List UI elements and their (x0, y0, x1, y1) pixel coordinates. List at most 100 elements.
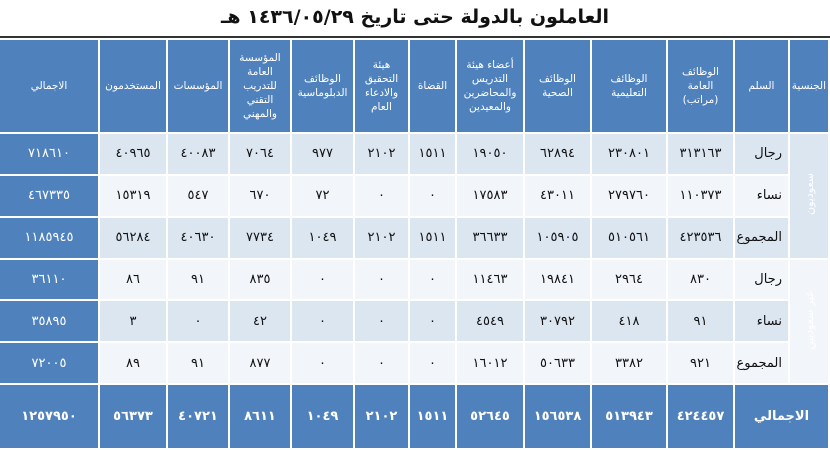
cell: ١١٠٣٧٣ (666, 173, 735, 218)
row-total: ١١٨٥٩٤٥ (0, 215, 100, 260)
cell: ٥٤٧ (166, 173, 230, 218)
nationality-cell: سعوديون (788, 132, 830, 260)
cell: ٧٢ (290, 173, 355, 218)
cell: ٠ (290, 341, 355, 386)
cell: ٠ (290, 299, 355, 344)
row-total: ٤٦٧٣٣٥ (0, 173, 100, 218)
total-cell: ٤٠٧٢١ (166, 383, 230, 450)
cell: ٠ (353, 173, 410, 218)
cell: ٠ (408, 299, 457, 344)
row-label: رجال (733, 257, 790, 302)
cell: ٨٣٠ (666, 257, 735, 302)
row: نساء ١١٠٣٧٣ ٢٧٩٧٦٠ ٤٣٠١١ ١٧٥٨٣ ٠ ٠ ٧٢ ٦٧٠ ٥٤٧ ١٥٣١… (0, 173, 829, 218)
cell: ١١٤٦٣ (455, 257, 525, 302)
cell: ٥٠٦٣٣ (523, 341, 592, 386)
cell: ١٥١١ (408, 215, 457, 260)
cell: ٢٧٩٧٦٠ (590, 173, 668, 218)
data-table: الجنسية السلم الوظائف العامة (مراتب) الوظائ… (0, 38, 830, 450)
column-header: المؤسسات (166, 38, 230, 134)
cell: ٣٠٧٩٢ (523, 299, 592, 344)
cell: ٣١٣١٦٣ (666, 132, 735, 176)
cell: ٩٧٧ (290, 132, 355, 176)
row: المجموع ٤٢٣٥٣٦ ٥١٠٥٦١ ١٠٥٩٠٥ ٣٦٦٣٣ ١٥١١ ٢١٠٢ ١٠… (0, 215, 829, 260)
row-total: ٧١٨٦١٠ (0, 132, 100, 176)
cell: ٢١٠٢ (353, 132, 410, 176)
title: العاملون بالدولة حتى تاريخ ١٤٣٦/٠٥/٢٩ هـ (0, 0, 830, 38)
cell: ٠ (408, 173, 457, 218)
row: سعوديون رجال ٣١٣١٦٣ ٢٣٠٨٠١ ٦٢٨٩٤ ١٩٠٥٠ ١٥١١ ٢١٠… (0, 132, 830, 260)
cell: ٦٧٠ (228, 173, 292, 218)
cell: ٠ (408, 341, 457, 386)
cell: ١٩٠٥٠ (455, 132, 525, 176)
row-total: ٣٥٨٩٥ (0, 299, 100, 344)
column-header: القضاة (408, 38, 457, 134)
cell: ٨٧٧ (228, 341, 292, 386)
cell: ٤١٨ (590, 299, 668, 344)
column-header: أعضاء هيئة التدريس والمحاضرين والمعيدين (455, 38, 525, 134)
column-header: هيئة التحقيق والادعاء العام (353, 38, 410, 134)
row-label: نساء (733, 173, 790, 218)
cell: ٤٠٦٣٠ (166, 215, 230, 260)
column-header: الوظائف التعليمية (590, 38, 668, 134)
cell: ١٥١١ (408, 132, 457, 176)
total-cell: ١٥٦٥٣٨ (523, 383, 592, 450)
total-cell: ٤٢٤٤٥٧ (666, 383, 735, 450)
cell: ١٠٥٩٠٥ (523, 215, 592, 260)
column-header: الجنسية (788, 38, 830, 134)
total-cell: ٥١٣٩٤٣ (590, 383, 668, 450)
cell: ٥١٠٥٦١ (590, 215, 668, 260)
total-cell: ٥٦٣٧٣ (98, 383, 168, 450)
column-header: الوظائف الدبلوماسية (290, 38, 355, 134)
row-total: ٣٦١١٠ (0, 257, 100, 302)
cell: ٨٩ (98, 341, 168, 386)
row-label: نساء (733, 299, 790, 344)
cell: ١٦٠١٢ (455, 341, 525, 386)
row-label: المجموع (733, 341, 790, 386)
cell: ٠ (408, 257, 457, 302)
cell: ٩٢١ (666, 341, 735, 386)
cell: ٤٥٤٩ (455, 299, 525, 344)
row: غير سعوديين رجال ٨٣٠ ٢٩٦٤ ١٩٨٤١ ١١٤٦٣ ٠ ٠ ٠ ٨٣٥ ٩١… (0, 257, 830, 386)
total-row: الاجمالي ٤٢٤٤٥٧ ٥١٣٩٤٣ ١٥٦٥٣٨ ٥٢٦٤٥ ١٥١١ ٢١٠٢ ١… (0, 383, 830, 450)
cell: ٠ (353, 299, 410, 344)
cell: ٤٠٠٨٣ (166, 132, 230, 176)
cell: ٧٧٣٤ (228, 215, 292, 260)
cell: ٨٦ (98, 257, 168, 302)
cell: ١٩٨٤١ (523, 257, 592, 302)
cell: ٤٠٩٦٥ (98, 132, 168, 176)
cell: ٠ (290, 257, 355, 302)
total-cell: ١٢٥٧٩٥٠ (0, 383, 100, 450)
total-cell: ٢١٠٢ (353, 383, 410, 450)
cell: ٦٢٨٩٤ (523, 132, 592, 176)
cell: ١٠٤٩ (290, 215, 355, 260)
cell: ١٧٥٨٣ (455, 173, 525, 218)
cell: ٩١ (166, 341, 230, 386)
row-label: رجال (733, 132, 790, 176)
cell: ٠ (353, 257, 410, 302)
column-header: الوظائف العامة (مراتب) (666, 38, 735, 134)
cell: ٤٢٣٥٣٦ (666, 215, 735, 260)
nationality-label: غير سعوديين (802, 290, 816, 350)
column-header: المؤسسة العامة للتدريب التقني والمهني (228, 38, 292, 134)
total-cell: ١٠٤٩ (290, 383, 355, 450)
total-label: الاجمالي (733, 383, 830, 450)
cell: ٢٣٠٨٠١ (590, 132, 668, 176)
row: المجموع ٩٢١ ٣٣٨٢ ٥٠٦٣٣ ١٦٠١٢ ٠ ٠ ٠ ٨٧٧ ٩١ ٨٩ ٧٢٠٠٥ (0, 341, 829, 386)
total-cell: ١٥١١ (408, 383, 457, 450)
cell: ٣٦٦٣٣ (455, 215, 525, 260)
row: نساء ٩١ ٤١٨ ٣٠٧٩٢ ٤٥٤٩ ٠ ٠ ٠ ٤٢ ٠ ٣ ٣٥٨٩٥ (0, 299, 829, 344)
column-header: الاجمالي (0, 38, 100, 134)
cell: ٢٩٦٤ (590, 257, 668, 302)
nationality-label: سعوديون (802, 173, 816, 216)
cell: ١٥٣١٩ (98, 173, 168, 218)
cell: ٤٣٠١١ (523, 173, 592, 218)
column-header: الوظائف الصحية (523, 38, 592, 134)
row-total: ٧٢٠٠٥ (0, 341, 100, 386)
cell: ٠ (166, 299, 230, 344)
header-row: الجنسية السلم الوظائف العامة (مراتب) الوظائ… (0, 38, 830, 134)
cell: ٣ (98, 299, 168, 344)
total-cell: ٨٦١١ (228, 383, 292, 450)
cell: ٩١ (166, 257, 230, 302)
cell: ٣٣٨٢ (590, 341, 668, 386)
cell: ٥٦٢٨٤ (98, 215, 168, 260)
